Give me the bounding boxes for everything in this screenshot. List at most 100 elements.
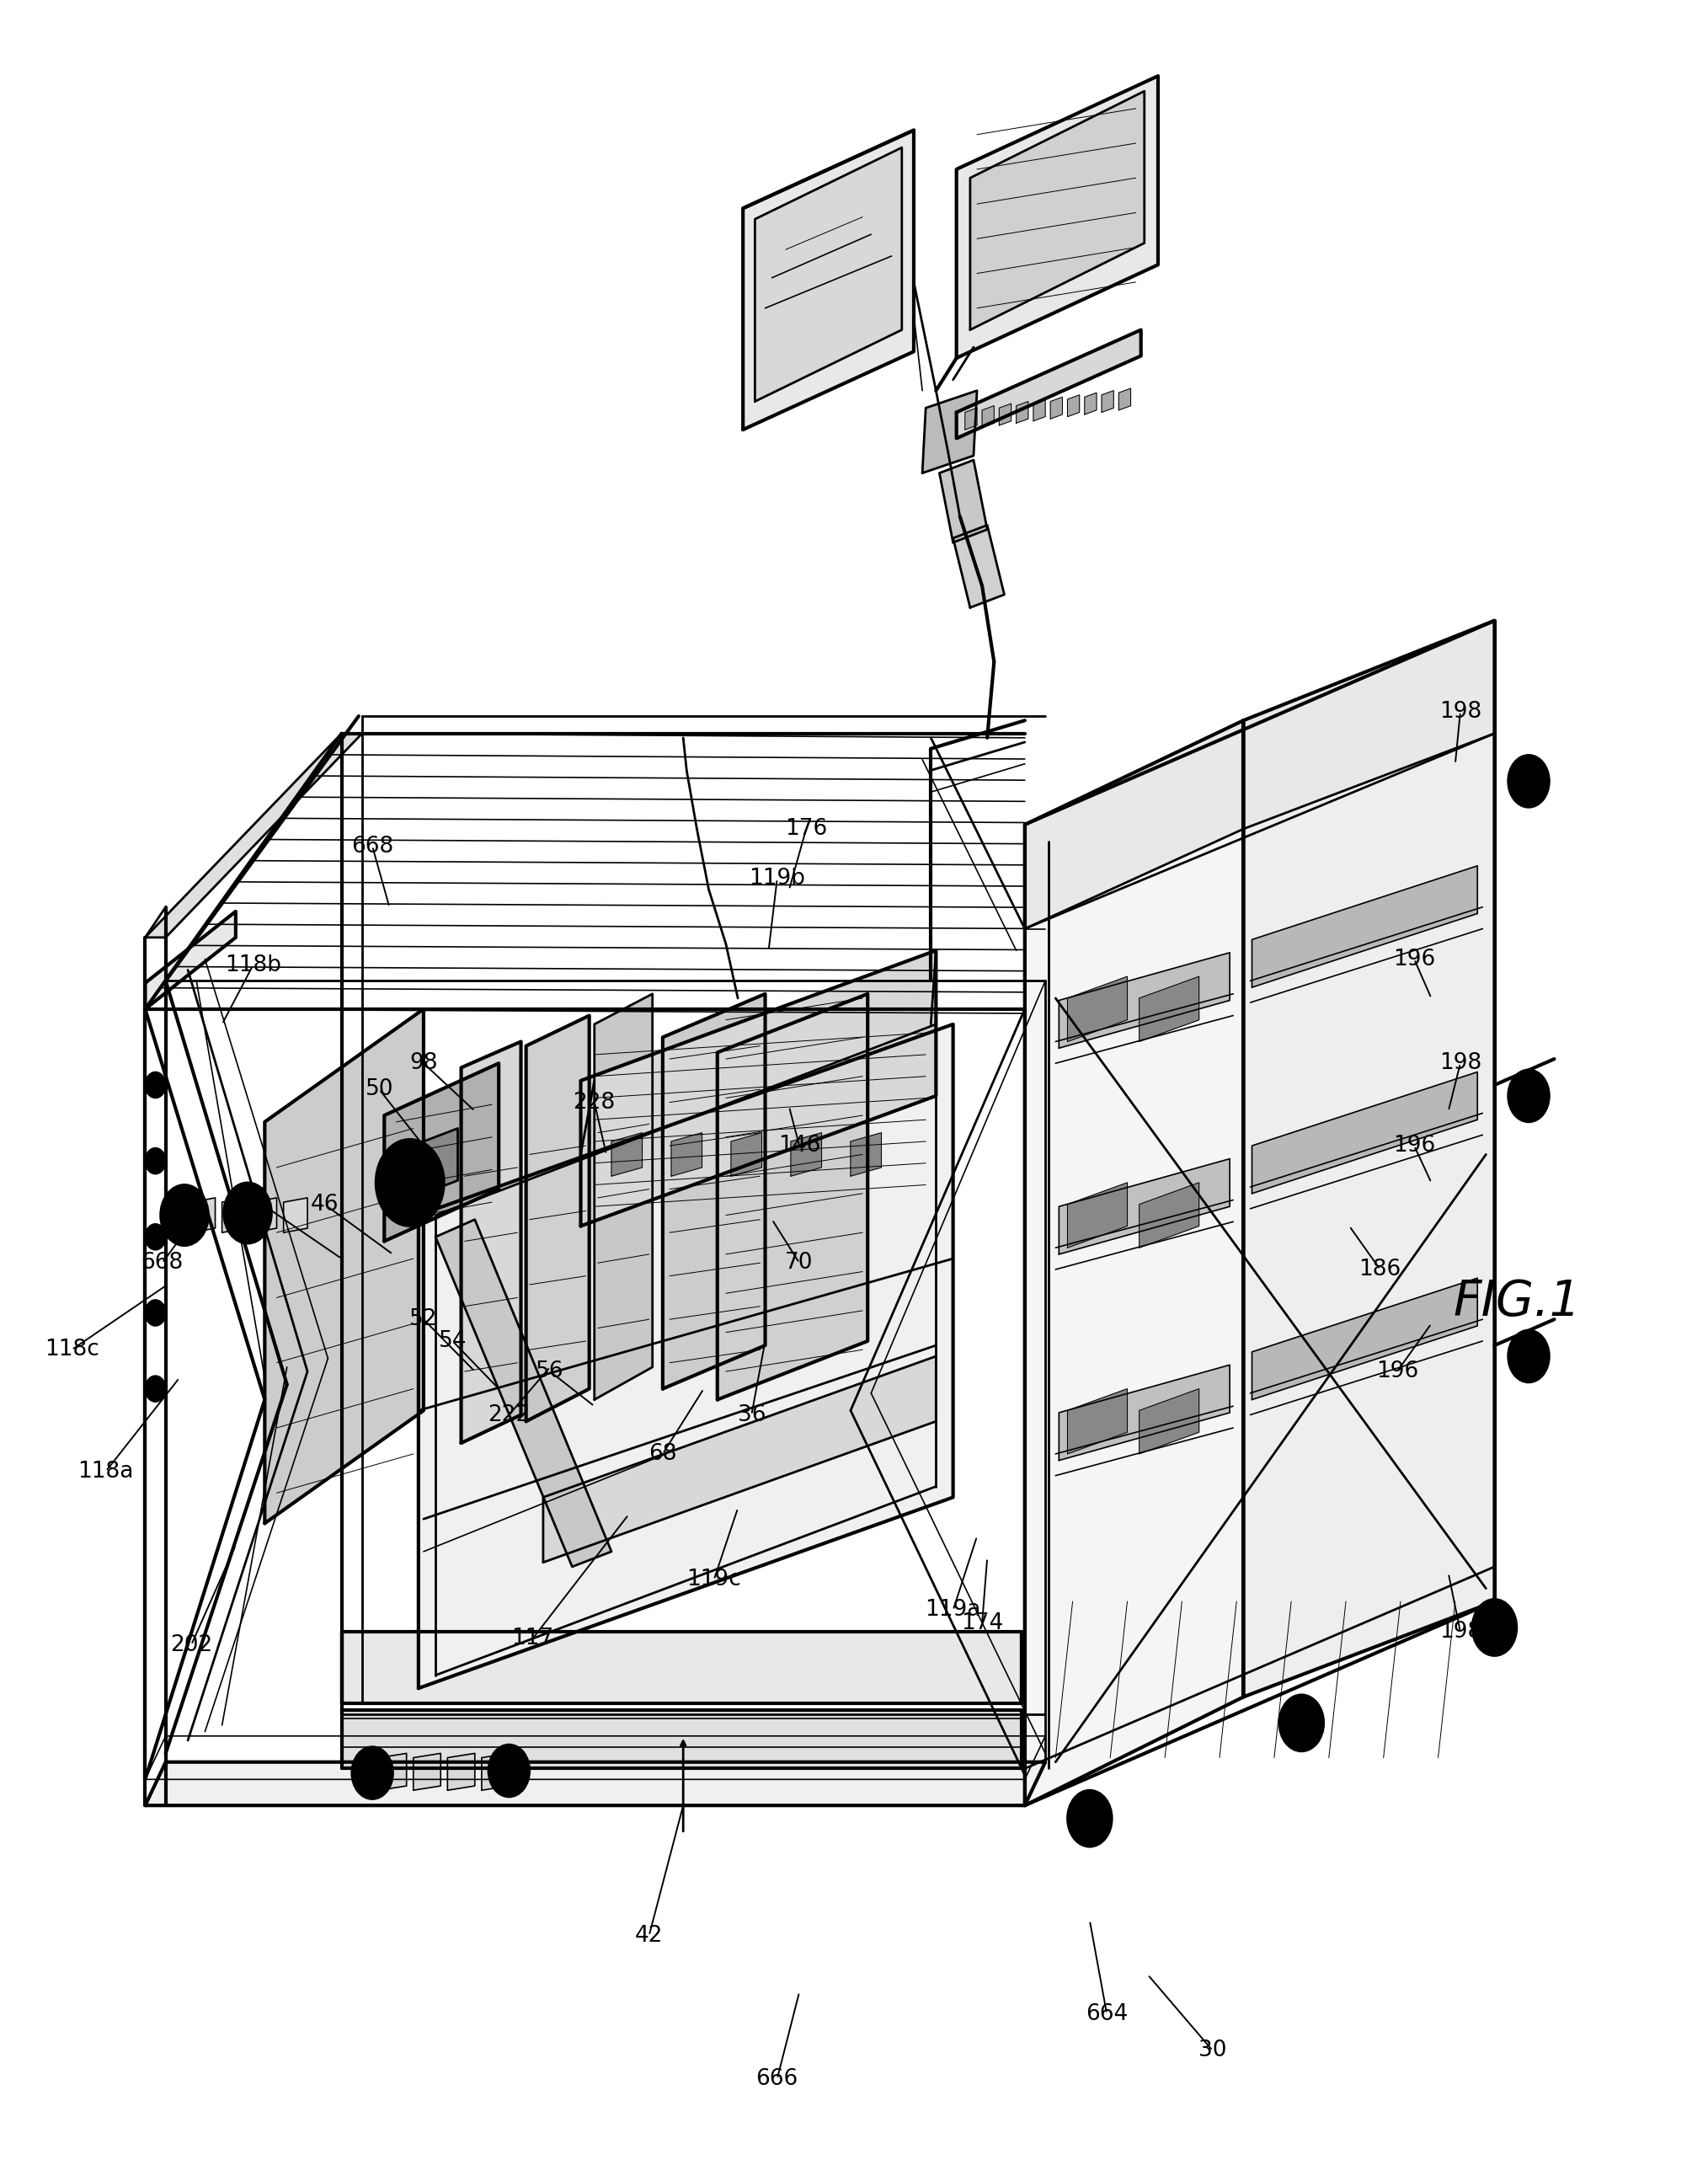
- Text: 44: 44: [239, 1187, 266, 1209]
- Polygon shape: [1243, 621, 1494, 1697]
- Polygon shape: [191, 1198, 215, 1233]
- Text: 146: 146: [779, 1135, 820, 1157]
- Polygon shape: [145, 911, 236, 1009]
- Polygon shape: [379, 1753, 407, 1790]
- Text: 70: 70: [786, 1252, 813, 1274]
- Text: 119a: 119a: [926, 1599, 980, 1621]
- Polygon shape: [956, 330, 1141, 438]
- Polygon shape: [1252, 866, 1477, 987]
- Polygon shape: [418, 1024, 953, 1688]
- Circle shape: [1508, 1330, 1549, 1382]
- Circle shape: [488, 1745, 529, 1797]
- Text: 664: 664: [1086, 2003, 1127, 2025]
- Circle shape: [1508, 755, 1549, 807]
- Text: 118b: 118b: [224, 955, 282, 976]
- Text: 118a: 118a: [79, 1460, 133, 1482]
- Text: 196: 196: [1377, 1361, 1418, 1382]
- Polygon shape: [436, 1220, 611, 1567]
- Polygon shape: [611, 1133, 642, 1176]
- Text: FIG.1: FIG.1: [1454, 1278, 1580, 1326]
- Polygon shape: [543, 1356, 936, 1562]
- Text: 668: 668: [352, 835, 393, 857]
- Circle shape: [393, 1161, 427, 1204]
- Text: 36: 36: [738, 1404, 765, 1426]
- Text: 42: 42: [635, 1925, 663, 1946]
- Polygon shape: [342, 1710, 1021, 1769]
- Polygon shape: [253, 1198, 277, 1233]
- Polygon shape: [413, 1753, 441, 1790]
- Text: 202: 202: [171, 1634, 212, 1656]
- Polygon shape: [1050, 397, 1062, 419]
- Polygon shape: [526, 1016, 589, 1421]
- Circle shape: [1068, 1790, 1112, 1847]
- Polygon shape: [384, 1063, 499, 1241]
- Text: 186: 186: [1360, 1259, 1401, 1280]
- Polygon shape: [1016, 401, 1028, 423]
- Polygon shape: [922, 391, 977, 473]
- Text: 198: 198: [1440, 701, 1481, 723]
- Polygon shape: [594, 994, 652, 1400]
- Text: 98: 98: [410, 1052, 437, 1074]
- Polygon shape: [1068, 976, 1127, 1042]
- Polygon shape: [265, 1009, 424, 1523]
- Text: 198: 198: [1440, 1052, 1481, 1074]
- Text: 119c: 119c: [687, 1569, 741, 1591]
- Circle shape: [161, 1185, 208, 1246]
- Polygon shape: [1139, 1183, 1199, 1248]
- Polygon shape: [1059, 1365, 1230, 1460]
- Text: 118c: 118c: [44, 1339, 99, 1361]
- Text: 222: 222: [488, 1404, 529, 1426]
- Text: 228: 228: [574, 1092, 615, 1113]
- Polygon shape: [982, 406, 994, 427]
- Polygon shape: [956, 76, 1158, 358]
- Polygon shape: [671, 1133, 702, 1176]
- Text: 668: 668: [142, 1252, 183, 1274]
- Text: 52: 52: [410, 1309, 437, 1330]
- Polygon shape: [461, 1042, 521, 1443]
- Polygon shape: [1102, 391, 1114, 412]
- Polygon shape: [970, 91, 1144, 330]
- Polygon shape: [1033, 399, 1045, 421]
- Text: 50: 50: [366, 1078, 393, 1100]
- Polygon shape: [145, 1762, 1045, 1805]
- Polygon shape: [447, 1753, 475, 1790]
- Polygon shape: [1068, 1183, 1127, 1248]
- Polygon shape: [1025, 720, 1243, 1805]
- Polygon shape: [1025, 621, 1494, 929]
- Polygon shape: [482, 1753, 509, 1790]
- Polygon shape: [1068, 1389, 1127, 1454]
- Circle shape: [1508, 1070, 1549, 1122]
- Polygon shape: [1139, 976, 1199, 1042]
- Text: 119b: 119b: [748, 868, 806, 890]
- Polygon shape: [791, 1133, 822, 1176]
- Polygon shape: [755, 148, 902, 401]
- Polygon shape: [145, 733, 362, 937]
- Text: 196: 196: [1394, 948, 1435, 970]
- Text: 176: 176: [786, 818, 827, 840]
- Text: 30: 30: [1199, 2040, 1226, 2062]
- Polygon shape: [851, 1133, 881, 1176]
- Polygon shape: [222, 1198, 246, 1233]
- Circle shape: [1472, 1599, 1517, 1656]
- Text: 196: 196: [1394, 1135, 1435, 1157]
- Circle shape: [1279, 1695, 1324, 1751]
- Polygon shape: [1252, 1278, 1477, 1400]
- Circle shape: [145, 1300, 166, 1326]
- Text: 68: 68: [649, 1443, 676, 1465]
- Circle shape: [145, 1376, 166, 1402]
- Polygon shape: [1119, 388, 1131, 410]
- Polygon shape: [731, 1133, 762, 1176]
- Polygon shape: [663, 994, 765, 1389]
- Polygon shape: [1085, 393, 1097, 414]
- Circle shape: [145, 1072, 166, 1098]
- Polygon shape: [1139, 1389, 1199, 1454]
- Circle shape: [352, 1747, 393, 1799]
- Polygon shape: [1252, 1072, 1477, 1194]
- Text: 174: 174: [962, 1612, 1003, 1634]
- Circle shape: [376, 1139, 444, 1226]
- Polygon shape: [939, 460, 987, 542]
- Polygon shape: [999, 404, 1011, 425]
- Polygon shape: [342, 1632, 1021, 1703]
- Polygon shape: [743, 130, 914, 430]
- Text: 117: 117: [512, 1628, 553, 1649]
